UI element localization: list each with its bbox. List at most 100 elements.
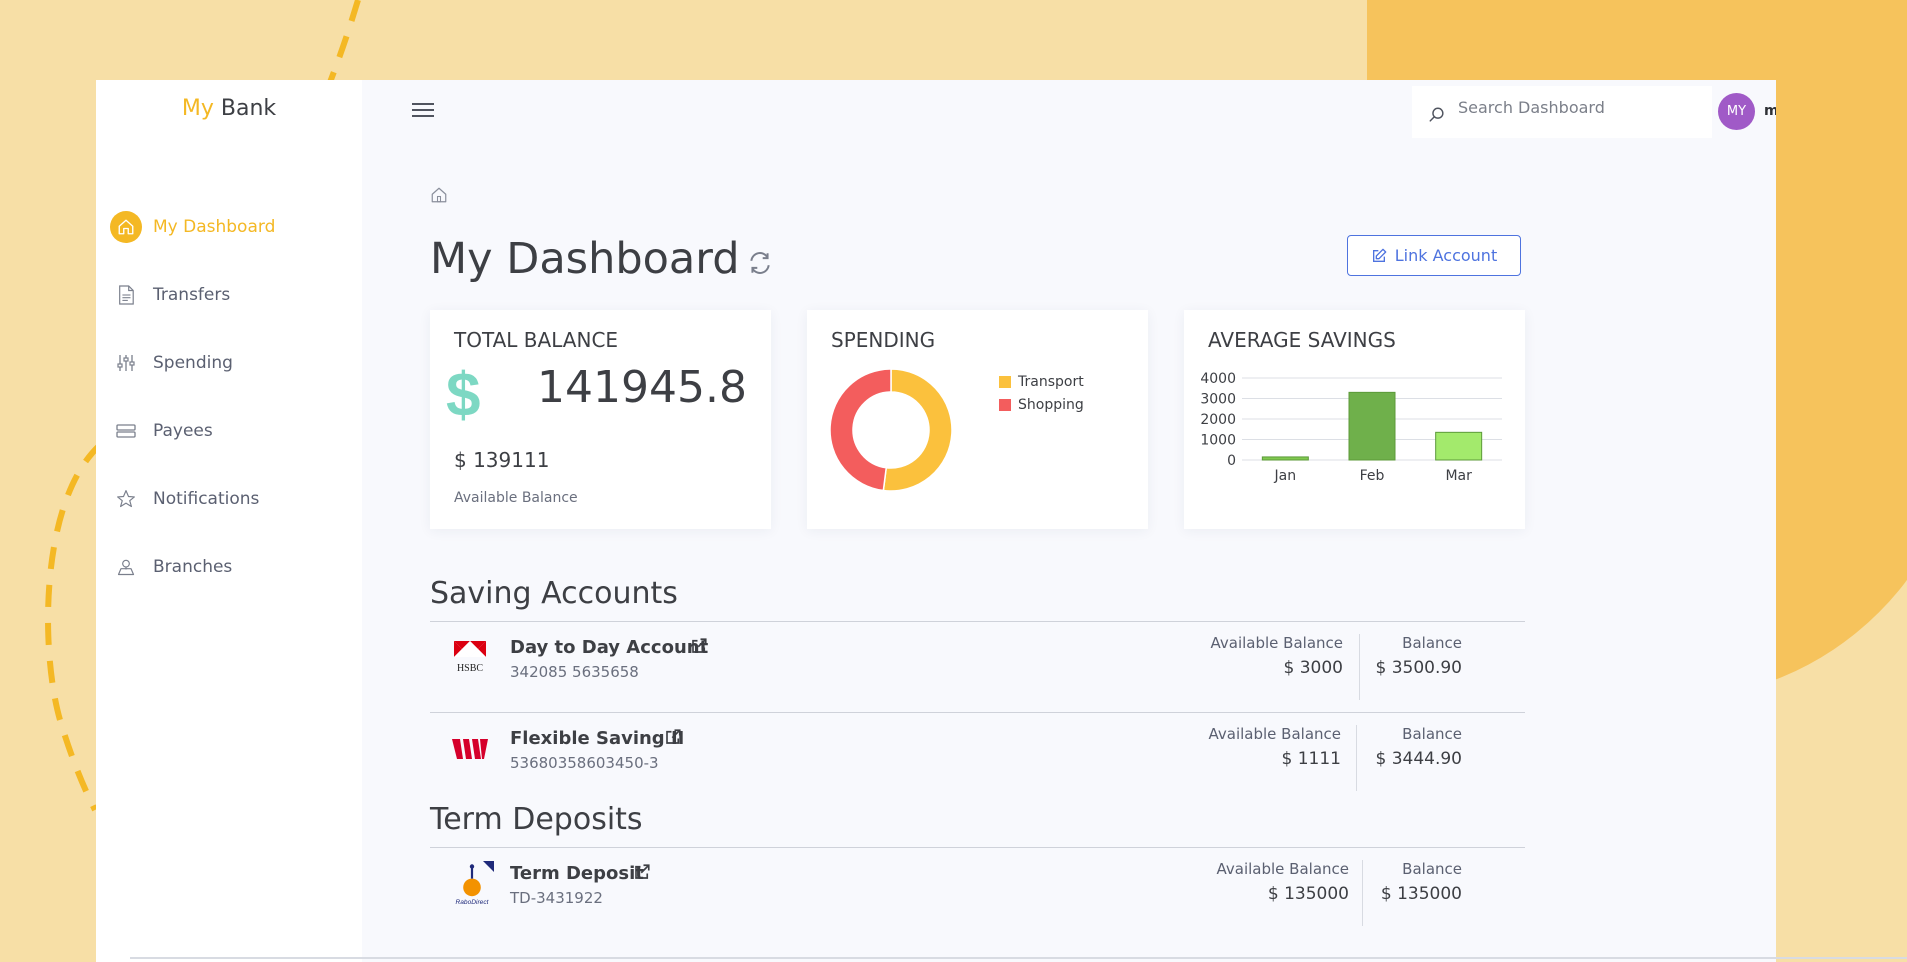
account-name[interactable]: Day to Day Account: [510, 637, 709, 658]
account-row-term-deposit[interactable]: RaboDirect Term Deposit TD-3431922 Avail…: [430, 848, 1525, 938]
page-title: My Dashboard: [430, 234, 740, 284]
available-balance-col: Available Balance $ 1111: [1209, 725, 1342, 769]
bar-mar[interactable]: [1435, 431, 1483, 461]
account-number: TD-3431922: [510, 889, 603, 907]
sidebar-item-label: Branches: [153, 557, 233, 577]
search-icon[interactable]: [1428, 106, 1446, 124]
avatar: MY: [1718, 92, 1755, 130]
donut-slice-shopping[interactable]: [829, 368, 892, 492]
sidebar-item-label: Payees: [153, 421, 213, 441]
spending-card: SPENDING Transport Shopping: [807, 310, 1148, 529]
svg-text:RaboDirect: RaboDirect: [456, 899, 490, 906]
dollar-icon: $: [446, 361, 481, 430]
available-balance-value: $ 1111: [1281, 749, 1341, 769]
column-separator: [1356, 725, 1357, 791]
available-balance-value: $ 135000: [1267, 884, 1349, 904]
link-account-button[interactable]: Link Account: [1347, 235, 1521, 276]
balance-label: Balance: [1402, 860, 1462, 878]
sidebar-item-my-dashboard[interactable]: My Dashboard: [96, 193, 362, 261]
divider: [430, 847, 1525, 848]
brand-part-1: My: [181, 96, 214, 121]
available-balance-value: $ 3000: [1283, 658, 1343, 678]
account-name[interactable]: Flexible Saving II: [510, 728, 685, 749]
available-balance-amount: $ 139111: [454, 448, 550, 472]
y-tick-label: 0: [1227, 453, 1236, 469]
balance-col: Balance $ 3500.90: [1375, 634, 1462, 678]
x-tick-label: Feb: [1360, 468, 1385, 484]
account-number: 342085 5635658: [510, 663, 639, 681]
account-row-flexible-saving[interactable]: Flexible Saving II 53680358603450-3 Avai…: [430, 713, 1525, 803]
menu-toggle-icon[interactable]: [412, 100, 434, 122]
sidebar-item-branches[interactable]: Branches: [96, 533, 362, 601]
top-bar: MY mybanktest ▼: [362, 80, 1776, 144]
brand-logo[interactable]: My Bank: [96, 96, 362, 121]
x-tick-label: Jan: [1274, 468, 1297, 484]
sidebar-item-label: Notifications: [153, 489, 260, 509]
y-tick-label: 4000: [1200, 371, 1236, 387]
background-dashed-curve: [45, 0, 361, 812]
sliders-icon: [110, 347, 142, 379]
sidebar-item-notifications[interactable]: Notifications: [96, 465, 362, 533]
available-balance-label: Available Balance: [454, 490, 578, 506]
search-input[interactable]: [1458, 94, 1698, 120]
external-link-icon[interactable]: [633, 863, 651, 881]
legend-swatch: [999, 376, 1011, 388]
balance-label: Balance: [1402, 634, 1462, 652]
star-icon: [110, 483, 142, 515]
total-balance-amount: 141945.8: [537, 362, 747, 413]
legend-label: Shopping: [1018, 397, 1084, 413]
sidebar-nav: My Dashboard Transfers Spending Payees: [96, 193, 362, 601]
user-menu[interactable]: MY mybanktest ▼: [1718, 92, 1776, 130]
legend-item-shopping[interactable]: Shopping: [999, 397, 1084, 413]
sidebar-item-label: Transfers: [153, 285, 231, 305]
balance-value: $ 135000: [1380, 884, 1462, 904]
payees-icon: [110, 415, 142, 447]
total-balance-card: TOTAL BALANCE $ 141945.8 $ 139111 Availa…: [430, 310, 771, 529]
rabodirect-logo: RaboDirect: [456, 861, 494, 906]
sidebar-item-label: Spending: [153, 353, 233, 373]
donut-slice-transport[interactable]: [882, 368, 953, 492]
y-tick-label: 3000: [1200, 392, 1236, 408]
column-separator: [1359, 634, 1360, 700]
account-name[interactable]: Term Deposit: [510, 863, 644, 884]
svg-text:HSBC: HSBC: [457, 663, 483, 674]
balance-value: $ 3500.90: [1375, 658, 1462, 678]
balance-col: Balance $ 3444.90: [1375, 725, 1462, 769]
external-link-icon[interactable]: [664, 728, 682, 746]
refresh-icon[interactable]: [747, 250, 773, 276]
spending-legend: Transport Shopping: [999, 374, 1084, 420]
available-balance-label: Available Balance: [1216, 860, 1350, 878]
search-box: [1412, 86, 1712, 138]
user-name: mybanktest: [1764, 103, 1776, 119]
balance-label: Balance: [1402, 725, 1462, 743]
card-title: SPENDING: [831, 328, 936, 352]
edit-icon: [1372, 248, 1387, 262]
external-link-icon[interactable]: [690, 637, 708, 655]
account-row-day-to-day[interactable]: HSBC Day to Day Account 342085 5635658 A…: [430, 622, 1525, 712]
available-balance-col: Available Balance $ 135000: [1217, 860, 1350, 904]
legend-swatch: [999, 399, 1011, 411]
balance-col: Balance $ 135000: [1381, 860, 1462, 904]
card-title: AVERAGE SAVINGS: [1208, 328, 1396, 352]
home-icon: [110, 211, 142, 243]
account-number: 53680358603450-3: [510, 754, 659, 772]
sidebar-item-payees[interactable]: Payees: [96, 397, 362, 465]
average-savings-card: AVERAGE SAVINGS 0 1000 2000 3000 4000 Jan Feb M…: [1184, 310, 1525, 529]
sidebar-item-label: My Dashboard: [153, 217, 276, 237]
y-tick-label: 2000: [1200, 412, 1236, 428]
legend-item-transport[interactable]: Transport: [999, 374, 1084, 390]
divider: [430, 712, 1525, 713]
divider: [430, 621, 1525, 622]
sidebar-item-spending[interactable]: Spending: [96, 329, 362, 397]
brand-part-2: Bank: [220, 96, 277, 121]
link-account-label: Link Account: [1394, 246, 1498, 265]
breadcrumb-home-icon[interactable]: [430, 186, 448, 204]
bar-feb[interactable]: [1348, 391, 1396, 461]
sidebar-item-transfers[interactable]: Transfers: [96, 261, 362, 329]
bar-jan[interactable]: [1261, 456, 1309, 461]
document-icon: [110, 279, 142, 311]
section-title-term-deposits: Term Deposits: [430, 802, 643, 837]
available-balance-label: Available Balance: [1208, 725, 1342, 743]
hsbc-logo: HSBC: [454, 641, 486, 674]
y-tick-label: 1000: [1200, 433, 1236, 449]
